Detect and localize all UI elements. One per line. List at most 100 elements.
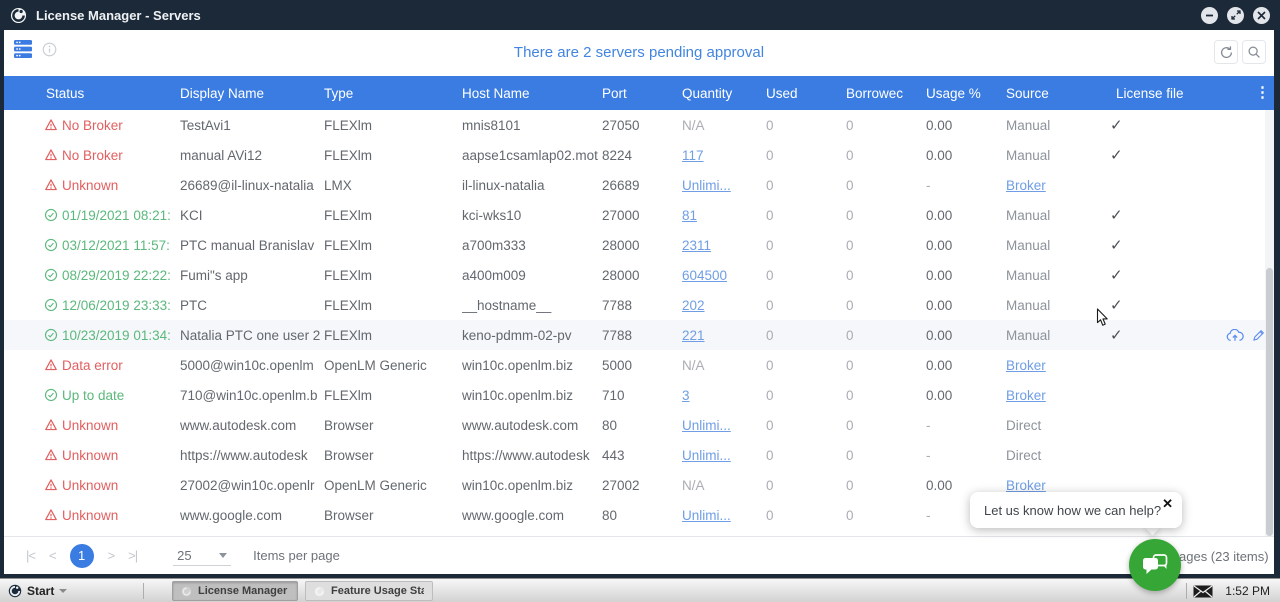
quantity-link[interactable]: Unlimi... (682, 507, 731, 523)
quantity-link[interactable]: 81 (682, 207, 698, 223)
refresh-button[interactable] (1214, 40, 1238, 64)
table-row[interactable]: Data error 5000@win10c.openlm OpenLM Gen… (4, 350, 1274, 380)
display-name-cell: 5000@win10c.openlm (180, 357, 314, 373)
used-cell: 0 (766, 207, 774, 223)
edit-server-icon[interactable] (1252, 329, 1265, 342)
column-header-display-name[interactable]: Display Name (180, 85, 265, 101)
quantity-link[interactable]: 3 (682, 387, 690, 403)
table-row[interactable]: No Broker manual AVi12 FLEXlm aapse1csam… (4, 140, 1274, 170)
borrowed-cell: 0 (846, 177, 854, 193)
page-size-select[interactable]: 25 (173, 546, 232, 566)
prev-page-button[interactable] (49, 548, 56, 563)
app-tab-icon (314, 586, 325, 597)
source-link[interactable]: Broker (1006, 477, 1046, 493)
source-link[interactable]: Broker (1006, 357, 1046, 373)
used-cell: 0 (766, 477, 774, 493)
column-header-status[interactable]: Status (46, 85, 85, 101)
start-button[interactable]: Start (8, 581, 68, 601)
table-row[interactable]: 08/29/2019 22:22: Fumi"s app FLEXlm a400… (4, 260, 1274, 290)
source-link[interactable]: Broker (1006, 387, 1046, 403)
taskbar-tab-label: License Manager -... (198, 585, 289, 597)
minimize-button[interactable] (1201, 6, 1218, 24)
vertical-scrollbar[interactable] (1265, 110, 1274, 536)
table-row[interactable]: Up to date 710@win10c.openlm.b FLEXlm wi… (4, 380, 1274, 410)
table-row[interactable]: Unknown www.google.com Browser www.googl… (4, 500, 1274, 530)
search-button[interactable] (1242, 40, 1266, 64)
usage-cell: 0.00 (926, 147, 953, 163)
status-text: Up to date (62, 387, 125, 403)
quantity-cell: N/A (682, 117, 705, 133)
type-cell: Browser (324, 417, 374, 433)
source-link[interactable]: Broker (1006, 177, 1046, 193)
used-cell: 0 (766, 267, 774, 283)
upload-license-icon[interactable] (1226, 328, 1244, 342)
port-cell: 5000 (602, 357, 633, 373)
borrowed-cell: 0 (846, 327, 854, 343)
host-name-cell: win10c.openlm.biz (462, 387, 574, 403)
quantity-link[interactable]: 202 (682, 297, 705, 313)
servers-menu-icon[interactable] (14, 40, 33, 58)
table-row[interactable]: Unknown https://www.autodesk Browser htt… (4, 440, 1274, 470)
quantity-link[interactable]: 117 (682, 147, 704, 163)
maximize-button[interactable] (1227, 6, 1244, 24)
quantity-link[interactable]: Unlimi... (682, 177, 731, 193)
warning-icon (44, 448, 58, 462)
first-page-button[interactable] (26, 548, 35, 563)
column-header-used[interactable]: Used (766, 85, 798, 101)
window-titlebar: License Manager - Servers (0, 0, 1280, 30)
last-page-button[interactable] (128, 548, 137, 563)
quantity-link[interactable]: 604500 (682, 267, 728, 283)
column-header-license-file[interactable]: License file (1116, 85, 1184, 101)
column-header-source[interactable]: Source (1006, 85, 1049, 101)
next-page-button[interactable] (108, 548, 115, 563)
chat-launcher-button[interactable] (1129, 539, 1181, 591)
mail-icon[interactable] (1193, 585, 1213, 598)
table-row[interactable]: 10/23/2019 01:34: Natalia PTC one user 2… (4, 320, 1274, 350)
host-name-cell: __hostname__ (462, 297, 552, 313)
column-header-host-name[interactable]: Host Name (462, 85, 530, 101)
table-row[interactable]: 12/06/2019 23:33: PTC FLEXlm __hostname_… (4, 290, 1274, 320)
port-cell: 28000 (602, 267, 640, 283)
port-cell: 443 (602, 447, 625, 463)
borrowed-cell: 0 (846, 477, 854, 493)
check-circle-icon (44, 388, 58, 402)
host-name-cell: aapse1csamlap02.mot (462, 147, 598, 163)
info-icon[interactable] (42, 42, 57, 57)
current-page-indicator[interactable]: 1 (69, 543, 94, 568)
license-file-check-icon: ✓ (1110, 237, 1123, 254)
warning-icon (44, 508, 58, 522)
display-name-cell: 27002@win10c.openlr (180, 477, 315, 493)
column-header-port[interactable]: Port (602, 85, 627, 101)
quantity-link[interactable]: Unlimi... (682, 417, 731, 433)
table-row[interactable]: Unknown 26689@il-linux-natalia LMX il-li… (4, 170, 1274, 200)
usage-cell: 0.00 (926, 237, 953, 253)
column-header-usage[interactable]: Usage % (926, 85, 981, 101)
taskbar-tab-license-manager[interactable]: License Manager -... (172, 581, 298, 601)
chat-tooltip-close-icon[interactable] (1162, 496, 1173, 512)
quantity-link[interactable]: 2311 (682, 237, 712, 253)
table-row[interactable]: Unknown 27002@win10c.openlr OpenLM Gener… (4, 470, 1274, 500)
table-row[interactable]: 01/19/2021 08:21: KCI FLEXlm kci-wks10 2… (4, 200, 1274, 230)
table-row[interactable]: No Broker TestAvi1 FLEXlm mnis8101 27050… (4, 110, 1274, 140)
status-text: Unknown (62, 417, 119, 433)
license-file-check-icon: ✓ (1110, 297, 1123, 314)
source-cell: Manual (1006, 267, 1051, 283)
column-header-type[interactable]: Type (324, 85, 354, 101)
scrollbar-thumb[interactable] (1266, 267, 1273, 536)
close-button[interactable] (1253, 6, 1270, 24)
quantity-link[interactable]: Unlimi... (682, 447, 731, 463)
column-header-quantity[interactable]: Quantity (682, 85, 733, 101)
table-row[interactable]: Unknown www.autodesk.com Browser www.aut… (4, 410, 1274, 440)
column-menu-icon[interactable]: ⋮ (1255, 84, 1270, 101)
status-text: No Broker (62, 117, 123, 133)
taskbar-tab-feature-usage[interactable]: Feature Usage Status (305, 581, 433, 601)
column-header-borrowed[interactable]: Borrowec (846, 85, 904, 101)
table-row[interactable]: 03/12/2021 11:57: PTC manual Branislav F… (4, 230, 1274, 260)
usage-cell: - (926, 417, 931, 433)
warning-icon (44, 178, 58, 192)
check-circle-icon (44, 238, 58, 252)
quantity-link[interactable]: 221 (682, 327, 705, 343)
borrowed-cell: 0 (846, 387, 854, 403)
port-cell: 8224 (602, 147, 633, 163)
borrowed-cell: 0 (846, 357, 854, 373)
